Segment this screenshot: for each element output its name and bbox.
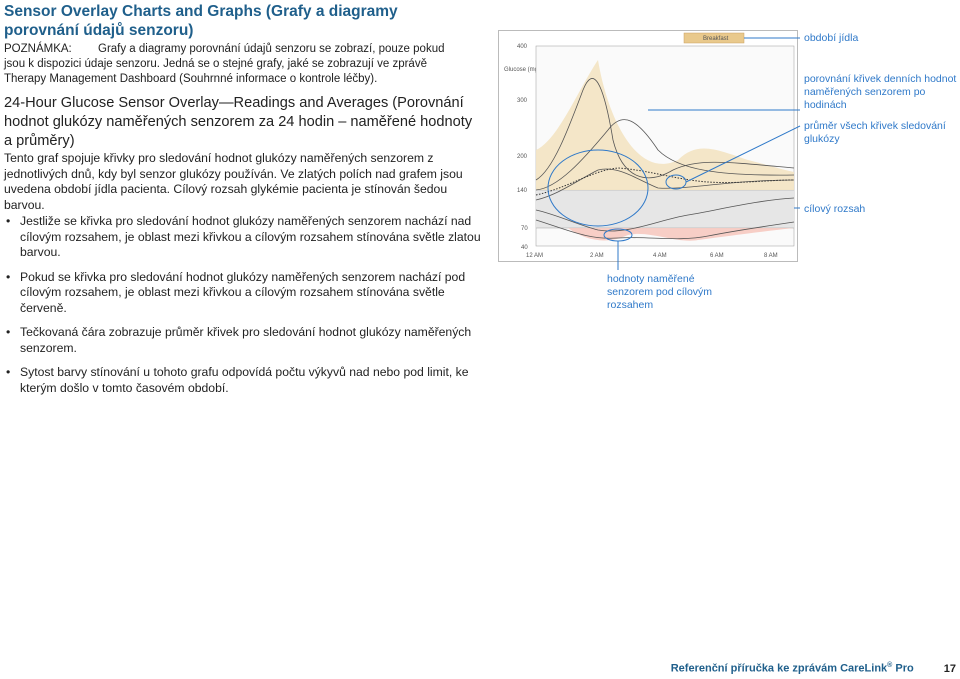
callout-below: hodnoty naměřené senzorem pod cílovým ro… bbox=[607, 273, 713, 311]
description: Tento graf spojuje křivky pro sledování … bbox=[4, 151, 463, 212]
callout-target: cílový rozsah bbox=[804, 203, 866, 215]
x-tick-label: 8 AM bbox=[764, 253, 778, 259]
overlay-callout-ellipse bbox=[547, 149, 649, 227]
section-heading: 24-Hour Glucose Sensor Overlay—Readings … bbox=[4, 95, 473, 149]
y-tick-label: 70 bbox=[521, 226, 528, 232]
x-tick-label: 2 AM bbox=[590, 253, 604, 259]
callout-meal-period: období jídla bbox=[804, 32, 859, 44]
x-tick-label: 6 AM bbox=[710, 253, 724, 259]
meal-label: Breakfast bbox=[703, 36, 729, 42]
callout-overlay: porovnání křivek denních hodnot naměřený… bbox=[804, 73, 957, 111]
note-label: POZNÁMKA: bbox=[4, 43, 72, 55]
glucose-overlay-figure: Glucose (mg/dL) Breakfast 400 300 200 14… bbox=[498, 30, 798, 262]
x-tick-label: 12 AM bbox=[526, 253, 543, 259]
y-tick-label: 40 bbox=[521, 245, 528, 251]
y-tick-label: 300 bbox=[517, 98, 528, 104]
above-target-shading bbox=[536, 60, 794, 190]
page-title: Sensor Overlay Charts and Graphs (Grafy … bbox=[4, 3, 398, 39]
footer: Referenční příručka ke zprávám CareLink®… bbox=[670, 662, 956, 675]
below-target-shading bbox=[568, 228, 794, 241]
bullet-icon: • bbox=[6, 269, 11, 284]
target-range bbox=[536, 190, 794, 228]
bullet-list: • Jestliže se křivka pro sledování hodnot… bbox=[4, 214, 484, 405]
y-tick-label: 200 bbox=[517, 154, 528, 160]
sensor-curves bbox=[535, 78, 795, 240]
bullet-icon: • bbox=[6, 325, 11, 339]
average-curve bbox=[535, 167, 795, 196]
list-item: • Sytost barvy stínování u tohoto grafu o… bbox=[6, 365, 469, 395]
note: POZNÁMKA: Grafy a diagramy porovnání údaj… bbox=[4, 42, 464, 87]
bullet-icon: • bbox=[6, 214, 11, 228]
x-tick-label: 4 AM bbox=[653, 253, 667, 259]
list-item: • Tečkovaná čára zobrazuje průměr křivek … bbox=[6, 325, 472, 355]
note-text: Grafy a diagramy porovnání údajů senzoru… bbox=[4, 43, 445, 85]
page-number: 17 bbox=[943, 662, 956, 675]
list-item: • Pokud se křivka pro sledování hodnot gl… bbox=[6, 269, 466, 315]
bullet-icon: • bbox=[6, 365, 11, 379]
y-tick-label: 140 bbox=[517, 188, 528, 194]
list-item: • Jestliže se křivka pro sledování hodnot… bbox=[6, 214, 481, 259]
callout-average: průměr všech křivek sledování glukózy bbox=[804, 120, 946, 145]
y-tick-label: 400 bbox=[517, 44, 528, 50]
y-axis-label: Glucose (mg/dL) bbox=[504, 67, 548, 73]
